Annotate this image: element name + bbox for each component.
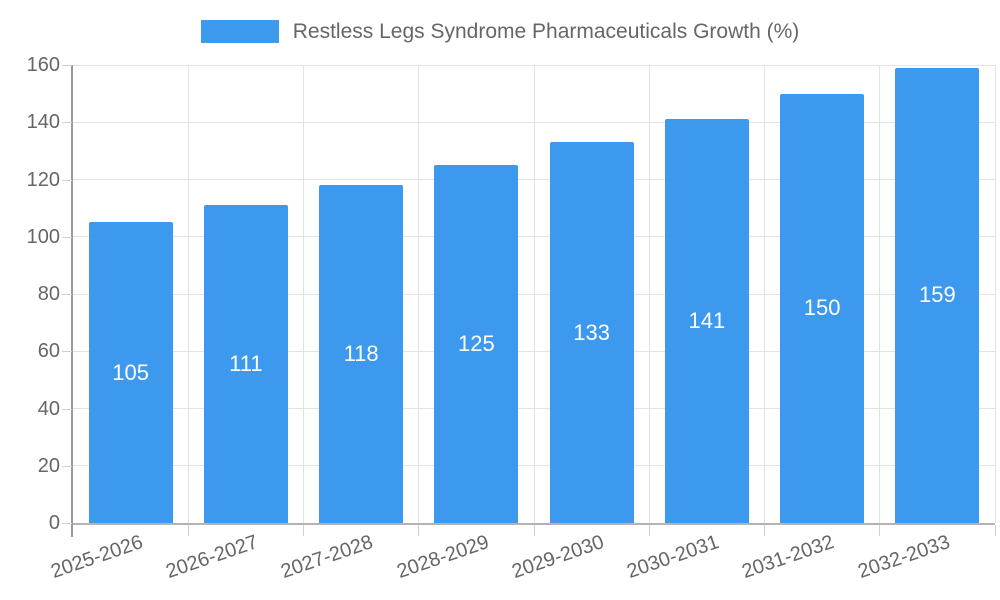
bar-value-label: 125 xyxy=(458,331,495,357)
bar[interactable]: 118 xyxy=(319,185,404,523)
x-tick-label: 2032-2033 xyxy=(854,531,953,583)
bar[interactable]: 133 xyxy=(549,142,634,523)
y-tick-label: 80 xyxy=(37,283,60,305)
y-tick-label: 140 xyxy=(26,111,60,134)
y-tick-mark xyxy=(62,122,72,124)
x-tick-label: 2025-2026 xyxy=(48,531,146,583)
y-tick-mark xyxy=(62,65,72,66)
bar[interactable]: 125 xyxy=(434,165,519,523)
y-tick-mark xyxy=(62,408,72,410)
x-tick-mark xyxy=(303,525,304,536)
gridline-vertical xyxy=(764,65,765,523)
bar-value-label: 141 xyxy=(688,308,726,334)
gridline-vertical xyxy=(994,65,996,523)
x-tick-mark xyxy=(764,525,765,536)
bar[interactable]: 150 xyxy=(780,93,865,523)
bar[interactable]: 105 xyxy=(88,222,173,523)
bar-value-label: 159 xyxy=(919,282,956,308)
gridline-vertical xyxy=(533,65,535,523)
x-tick-label: 2027-2028 xyxy=(278,531,377,583)
y-tick-label: 100 xyxy=(26,225,60,248)
x-axis-line xyxy=(73,523,995,525)
y-tick-label: 0 xyxy=(48,512,60,534)
gridline-vertical xyxy=(879,65,881,523)
bar[interactable]: 111 xyxy=(203,205,288,523)
gridline-vertical xyxy=(303,65,304,523)
y-tick-label: 60 xyxy=(37,340,60,363)
bar[interactable]: 159 xyxy=(895,67,980,523)
gridline-vertical xyxy=(648,65,650,523)
x-tick-label: 2031-2032 xyxy=(739,531,838,583)
y-axis-line xyxy=(71,65,73,537)
legend-color-swatch xyxy=(200,20,279,43)
x-tick-mark xyxy=(994,525,996,536)
bar-value-label: 118 xyxy=(343,341,379,367)
bar-value-label: 133 xyxy=(573,319,610,345)
x-tick-mark xyxy=(648,525,650,536)
y-tick-mark xyxy=(62,236,72,238)
y-tick-mark xyxy=(62,523,72,524)
gridline-vertical xyxy=(187,65,189,523)
x-tick-label: 2028-2029 xyxy=(393,531,492,583)
y-tick-mark xyxy=(62,179,72,181)
legend-label: Restless Legs Syndrome Pharmaceuticals G… xyxy=(292,20,800,43)
x-tick-mark xyxy=(879,525,881,536)
y-tick-mark xyxy=(62,351,72,353)
x-tick-label: 2030-2031 xyxy=(624,531,723,583)
bar-value-label: 105 xyxy=(112,359,149,385)
x-tick-label: 2029-2030 xyxy=(509,531,607,583)
plot-area: 105 111 118 125 133 141 150 159 xyxy=(73,64,996,523)
x-tick-mark xyxy=(533,525,535,536)
x-tick-mark xyxy=(187,525,189,536)
legend-item[interactable]: Restless Legs Syndrome Pharmaceuticals G… xyxy=(0,19,1000,44)
bar-value-label: 111 xyxy=(229,351,263,377)
y-tick-label: 120 xyxy=(26,168,60,191)
y-tick-label: 20 xyxy=(37,454,60,477)
x-tick-label: 2026-2027 xyxy=(163,531,262,583)
y-tick-mark xyxy=(62,294,72,295)
x-tick-mark xyxy=(418,525,420,536)
bar-value-label: 150 xyxy=(803,295,841,321)
y-tick-label: 40 xyxy=(37,397,60,420)
gridline-vertical xyxy=(418,65,420,523)
y-tick-mark xyxy=(62,465,72,467)
y-tick-label: 160 xyxy=(26,54,60,76)
bar[interactable]: 141 xyxy=(664,119,749,523)
